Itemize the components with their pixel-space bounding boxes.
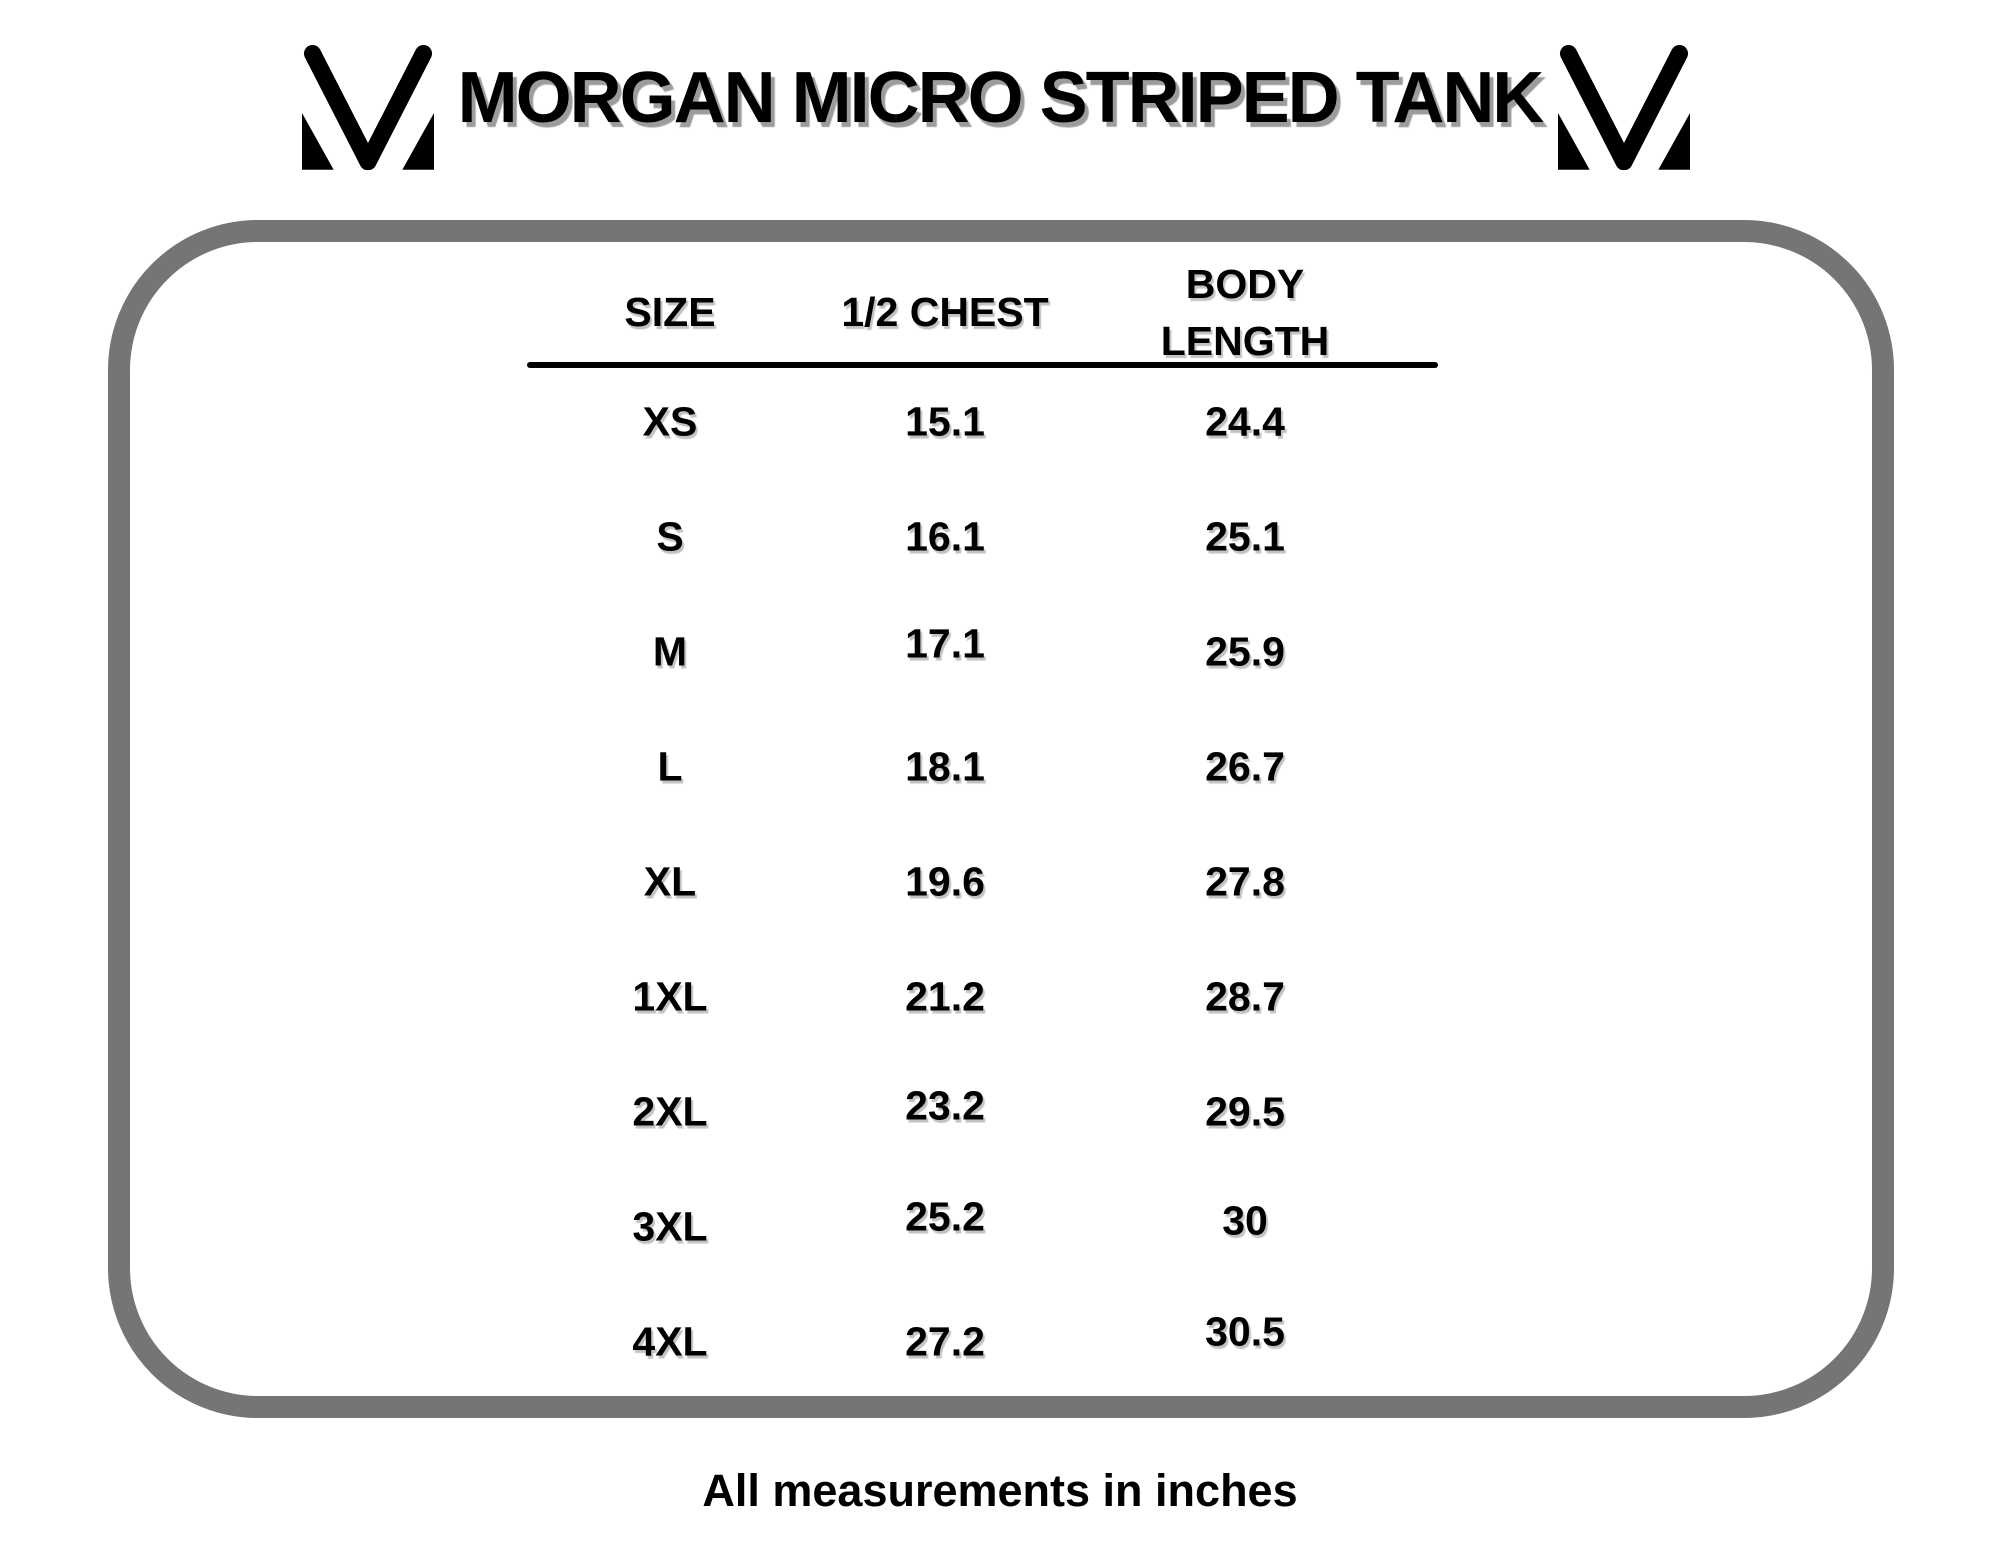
body-length-cell: 27.8 [1205,858,1285,905]
column-header-half-chest: 1/2 CHEST [841,289,1049,335]
size-cell: S [656,513,684,560]
chart-frame [108,220,1894,1418]
half-chest-cell: 15.1 [905,398,985,445]
half-chest-cell: 19.6 [905,858,985,905]
half-chest-cell: 16.1 [905,513,985,560]
page-title: MORGAN MICRO STRIPED TANK [457,58,1545,138]
brand-mv-monogram-icon [1558,44,1690,170]
body-length-cell: 30.5 [1205,1308,1285,1355]
brand-mv-monogram-icon [302,44,434,170]
size-cell: XL [643,858,697,905]
body-length-cell: 28.7 [1205,973,1285,1020]
size-cell: 3XL [632,1203,708,1250]
size-cell: L [657,743,683,790]
half-chest-cell: 18.1 [905,743,985,790]
size-cell: 4XL [632,1318,708,1365]
body-length-cell: 25.9 [1205,628,1285,675]
body-length-cell: 24.4 [1205,398,1285,445]
body-length-cell: 26.7 [1205,743,1285,790]
half-chest-cell: 27.2 [905,1318,985,1365]
column-header-body-length: BODY LENGTH [1160,261,1330,364]
size-cell: XS [642,398,698,445]
half-chest-cell: 23.2 [905,1082,985,1129]
body-length-cell: 25.1 [1205,513,1285,560]
size-cell: M [652,628,688,675]
size-cell: 2XL [632,1088,708,1135]
body-length-cell: 29.5 [1205,1088,1285,1135]
header-divider-line [527,362,1438,368]
half-chest-cell: 17.1 [905,620,985,667]
column-header-size: SIZE [624,289,716,335]
size-cell: 1XL [632,973,708,1020]
footer-note: All measurements in inches [702,1465,1298,1516]
half-chest-cell: 25.2 [905,1193,985,1240]
body-length-cell: 30 [1222,1197,1268,1244]
half-chest-cell: 21.2 [905,973,985,1020]
